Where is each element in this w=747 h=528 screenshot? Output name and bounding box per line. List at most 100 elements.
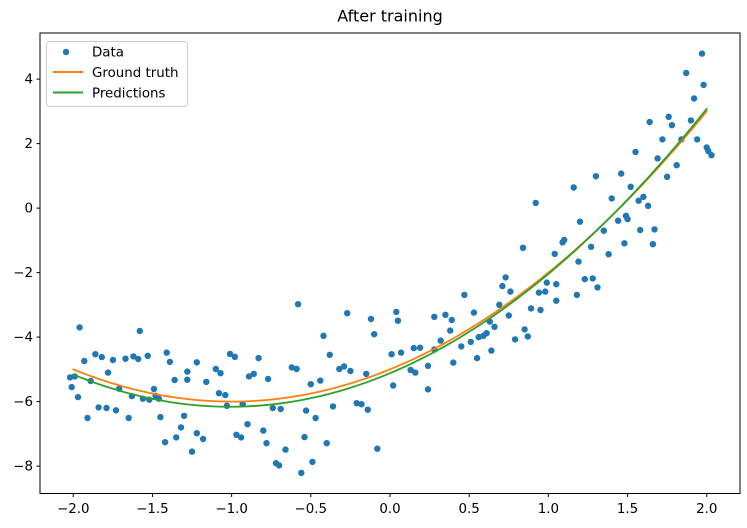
scatter-point bbox=[260, 427, 267, 434]
scatter-point bbox=[424, 362, 432, 369]
x-tick-label: 2.0 bbox=[696, 502, 717, 517]
y-tick-label: −4 bbox=[13, 331, 33, 346]
y-tick-label: −6 bbox=[13, 395, 33, 410]
scatter-point bbox=[277, 405, 284, 413]
scatter-point bbox=[336, 365, 343, 373]
scatter-point bbox=[521, 326, 528, 333]
scatter-point bbox=[654, 155, 661, 162]
scatter-point bbox=[203, 378, 210, 386]
data-marker-icon bbox=[62, 48, 70, 56]
scatter-point bbox=[543, 279, 550, 286]
scatter-point bbox=[340, 363, 348, 370]
scatter-point bbox=[397, 349, 405, 356]
scatter-layer bbox=[66, 50, 715, 477]
scatter-point bbox=[255, 354, 262, 362]
scatter-point bbox=[177, 424, 185, 431]
scatter-point bbox=[161, 439, 169, 446]
y-tick-label: 0 bbox=[24, 202, 33, 217]
scatter-point bbox=[317, 377, 324, 384]
y-axis: 4 2 0 −2 −4 −6 −8 bbox=[13, 73, 40, 475]
scatter-point bbox=[535, 289, 543, 296]
scatter-point bbox=[184, 376, 191, 383]
scatter-point bbox=[635, 197, 642, 204]
scatter-point bbox=[344, 310, 351, 317]
scatter-point bbox=[81, 357, 88, 365]
scatter-point bbox=[199, 435, 207, 443]
scatter-point bbox=[581, 275, 588, 283]
scatter-point bbox=[488, 347, 495, 354]
scatter-point bbox=[499, 282, 506, 290]
scatter-point bbox=[76, 324, 83, 331]
scatter-point bbox=[637, 226, 644, 234]
scatter-point bbox=[122, 355, 129, 362]
x-tick-label: −1.5 bbox=[136, 502, 169, 517]
scatter-point bbox=[104, 369, 112, 376]
y-tick-label: −2 bbox=[13, 266, 33, 281]
scatter-point bbox=[665, 113, 672, 121]
scatter-point bbox=[237, 434, 245, 441]
scatter-point bbox=[135, 355, 142, 363]
scatter-point bbox=[542, 288, 549, 295]
scatter-point bbox=[166, 358, 174, 366]
scatter-point bbox=[410, 344, 417, 352]
scatter-point bbox=[614, 217, 622, 224]
scatter-point bbox=[184, 368, 191, 375]
scatter-point bbox=[109, 356, 117, 364]
scatter-point bbox=[394, 317, 402, 324]
x-tick-label: −0.5 bbox=[295, 502, 328, 517]
scatter-point bbox=[708, 152, 715, 159]
scatter-point bbox=[694, 136, 701, 143]
scatter-point bbox=[646, 118, 653, 126]
scatter-point bbox=[624, 215, 631, 223]
scatter-point bbox=[519, 244, 527, 251]
scatter-point bbox=[507, 288, 514, 295]
scatter-point bbox=[461, 291, 468, 299]
curves-layer bbox=[72, 107, 708, 408]
scatter-point bbox=[84, 414, 91, 422]
scatter-point bbox=[594, 284, 601, 291]
scatter-point bbox=[649, 241, 657, 248]
scatter-point bbox=[374, 445, 381, 452]
scatter-point bbox=[673, 162, 680, 169]
scatter-point bbox=[511, 336, 519, 343]
scatter-point bbox=[245, 373, 253, 380]
scatter-point bbox=[173, 434, 180, 441]
scatter-point bbox=[388, 351, 395, 358]
scatter-point bbox=[264, 375, 272, 383]
scatter-point bbox=[651, 226, 658, 233]
scatter-point bbox=[424, 386, 432, 393]
scatter-point bbox=[92, 351, 99, 358]
scatter-point bbox=[312, 414, 319, 422]
y-tick-label: −8 bbox=[13, 460, 33, 475]
ground-truth-curve bbox=[72, 110, 708, 403]
legend-label-ground-truth: Ground truth bbox=[92, 66, 179, 81]
scatter-point bbox=[250, 370, 257, 378]
scatter-point bbox=[621, 240, 628, 247]
scatter-point bbox=[587, 243, 595, 250]
scatter-point bbox=[659, 136, 666, 143]
scatter-point bbox=[644, 202, 652, 209]
scatter-point bbox=[98, 353, 106, 361]
scatter-point bbox=[491, 323, 498, 330]
legend-box bbox=[46, 41, 188, 107]
scatter-point bbox=[171, 376, 178, 384]
scatter-point bbox=[136, 327, 143, 335]
scatter-point bbox=[537, 306, 544, 314]
scatter-point bbox=[663, 173, 671, 180]
scatter-point bbox=[407, 366, 414, 374]
scatter-point bbox=[125, 414, 132, 422]
scatter-point bbox=[608, 195, 615, 202]
scatter-point bbox=[130, 353, 137, 360]
scatter-point bbox=[363, 370, 370, 378]
scatter-point bbox=[458, 343, 465, 350]
scatter-point bbox=[371, 331, 378, 338]
scatter-point bbox=[690, 95, 698, 102]
scatter-point bbox=[393, 308, 400, 316]
scatter-point bbox=[698, 50, 706, 57]
legend: Data Ground truth Predictions bbox=[46, 41, 188, 107]
scatter-point bbox=[589, 275, 596, 282]
x-tick-label: 1.0 bbox=[538, 502, 559, 517]
scatter-point bbox=[294, 301, 302, 308]
